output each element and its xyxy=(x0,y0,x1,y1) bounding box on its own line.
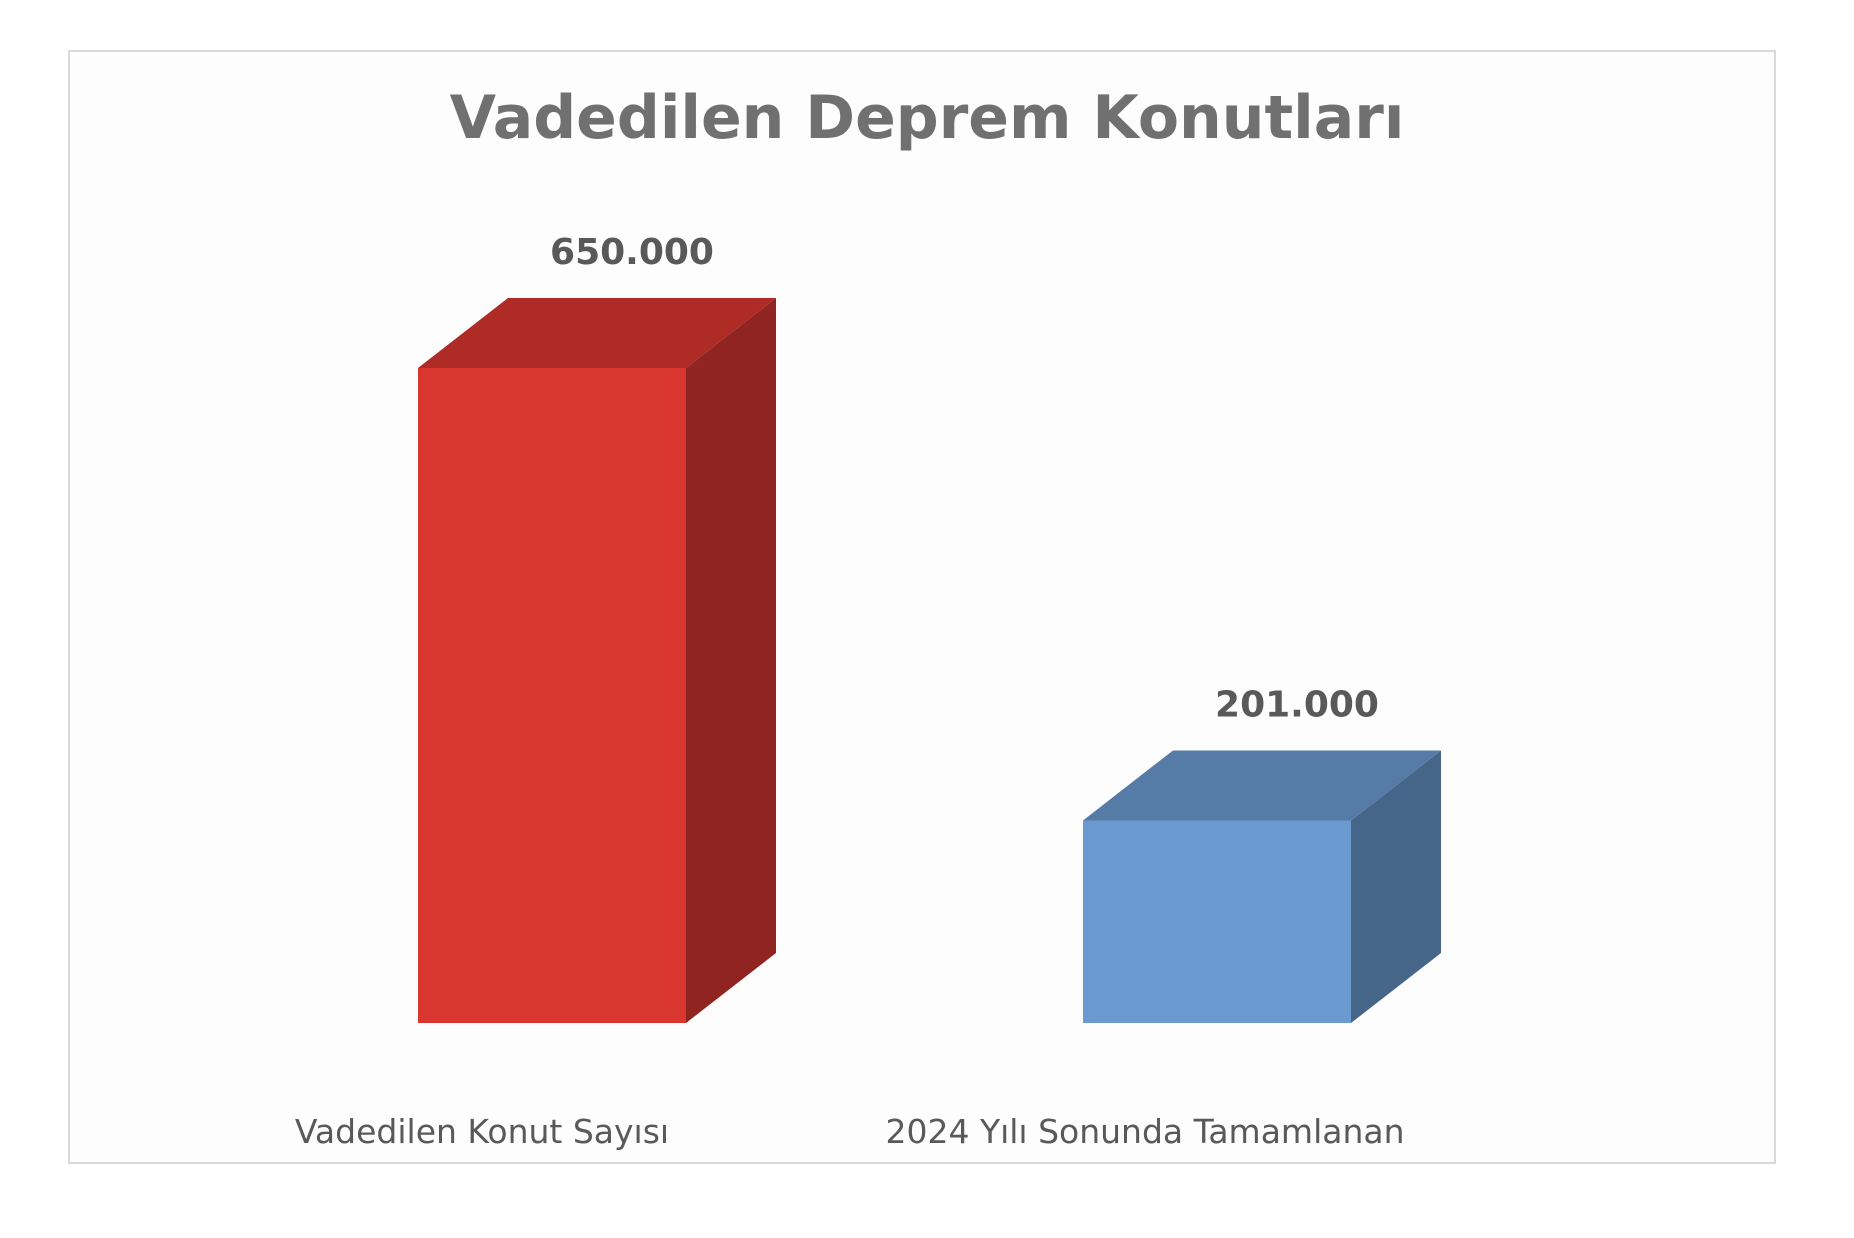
value-label-2: 201.000 xyxy=(1215,684,1379,725)
value-label-1: 650.000 xyxy=(550,232,714,273)
bars-layer: 650.000 Vadedilen Konut Sayısı 201.000 2024… xyxy=(295,232,1441,1151)
bar-front-face xyxy=(1083,820,1351,1023)
bar-1 xyxy=(418,298,776,1023)
bar-front-face xyxy=(418,368,686,1023)
bar-top-face xyxy=(418,298,776,368)
category-label-1: Vadedilen Konut Sayısı xyxy=(295,1112,669,1151)
bar-top-face xyxy=(1083,750,1441,821)
category-label-2: 2024 Yılı Sonunda Tamamlanan xyxy=(885,1112,1404,1151)
bar-2 xyxy=(1083,750,1441,1023)
chart-title: Vadedilen Deprem Konutları xyxy=(450,83,1405,153)
bar-side-face xyxy=(1351,750,1441,1023)
bar-side-face xyxy=(686,298,776,1023)
chart-frame xyxy=(68,50,1776,1164)
